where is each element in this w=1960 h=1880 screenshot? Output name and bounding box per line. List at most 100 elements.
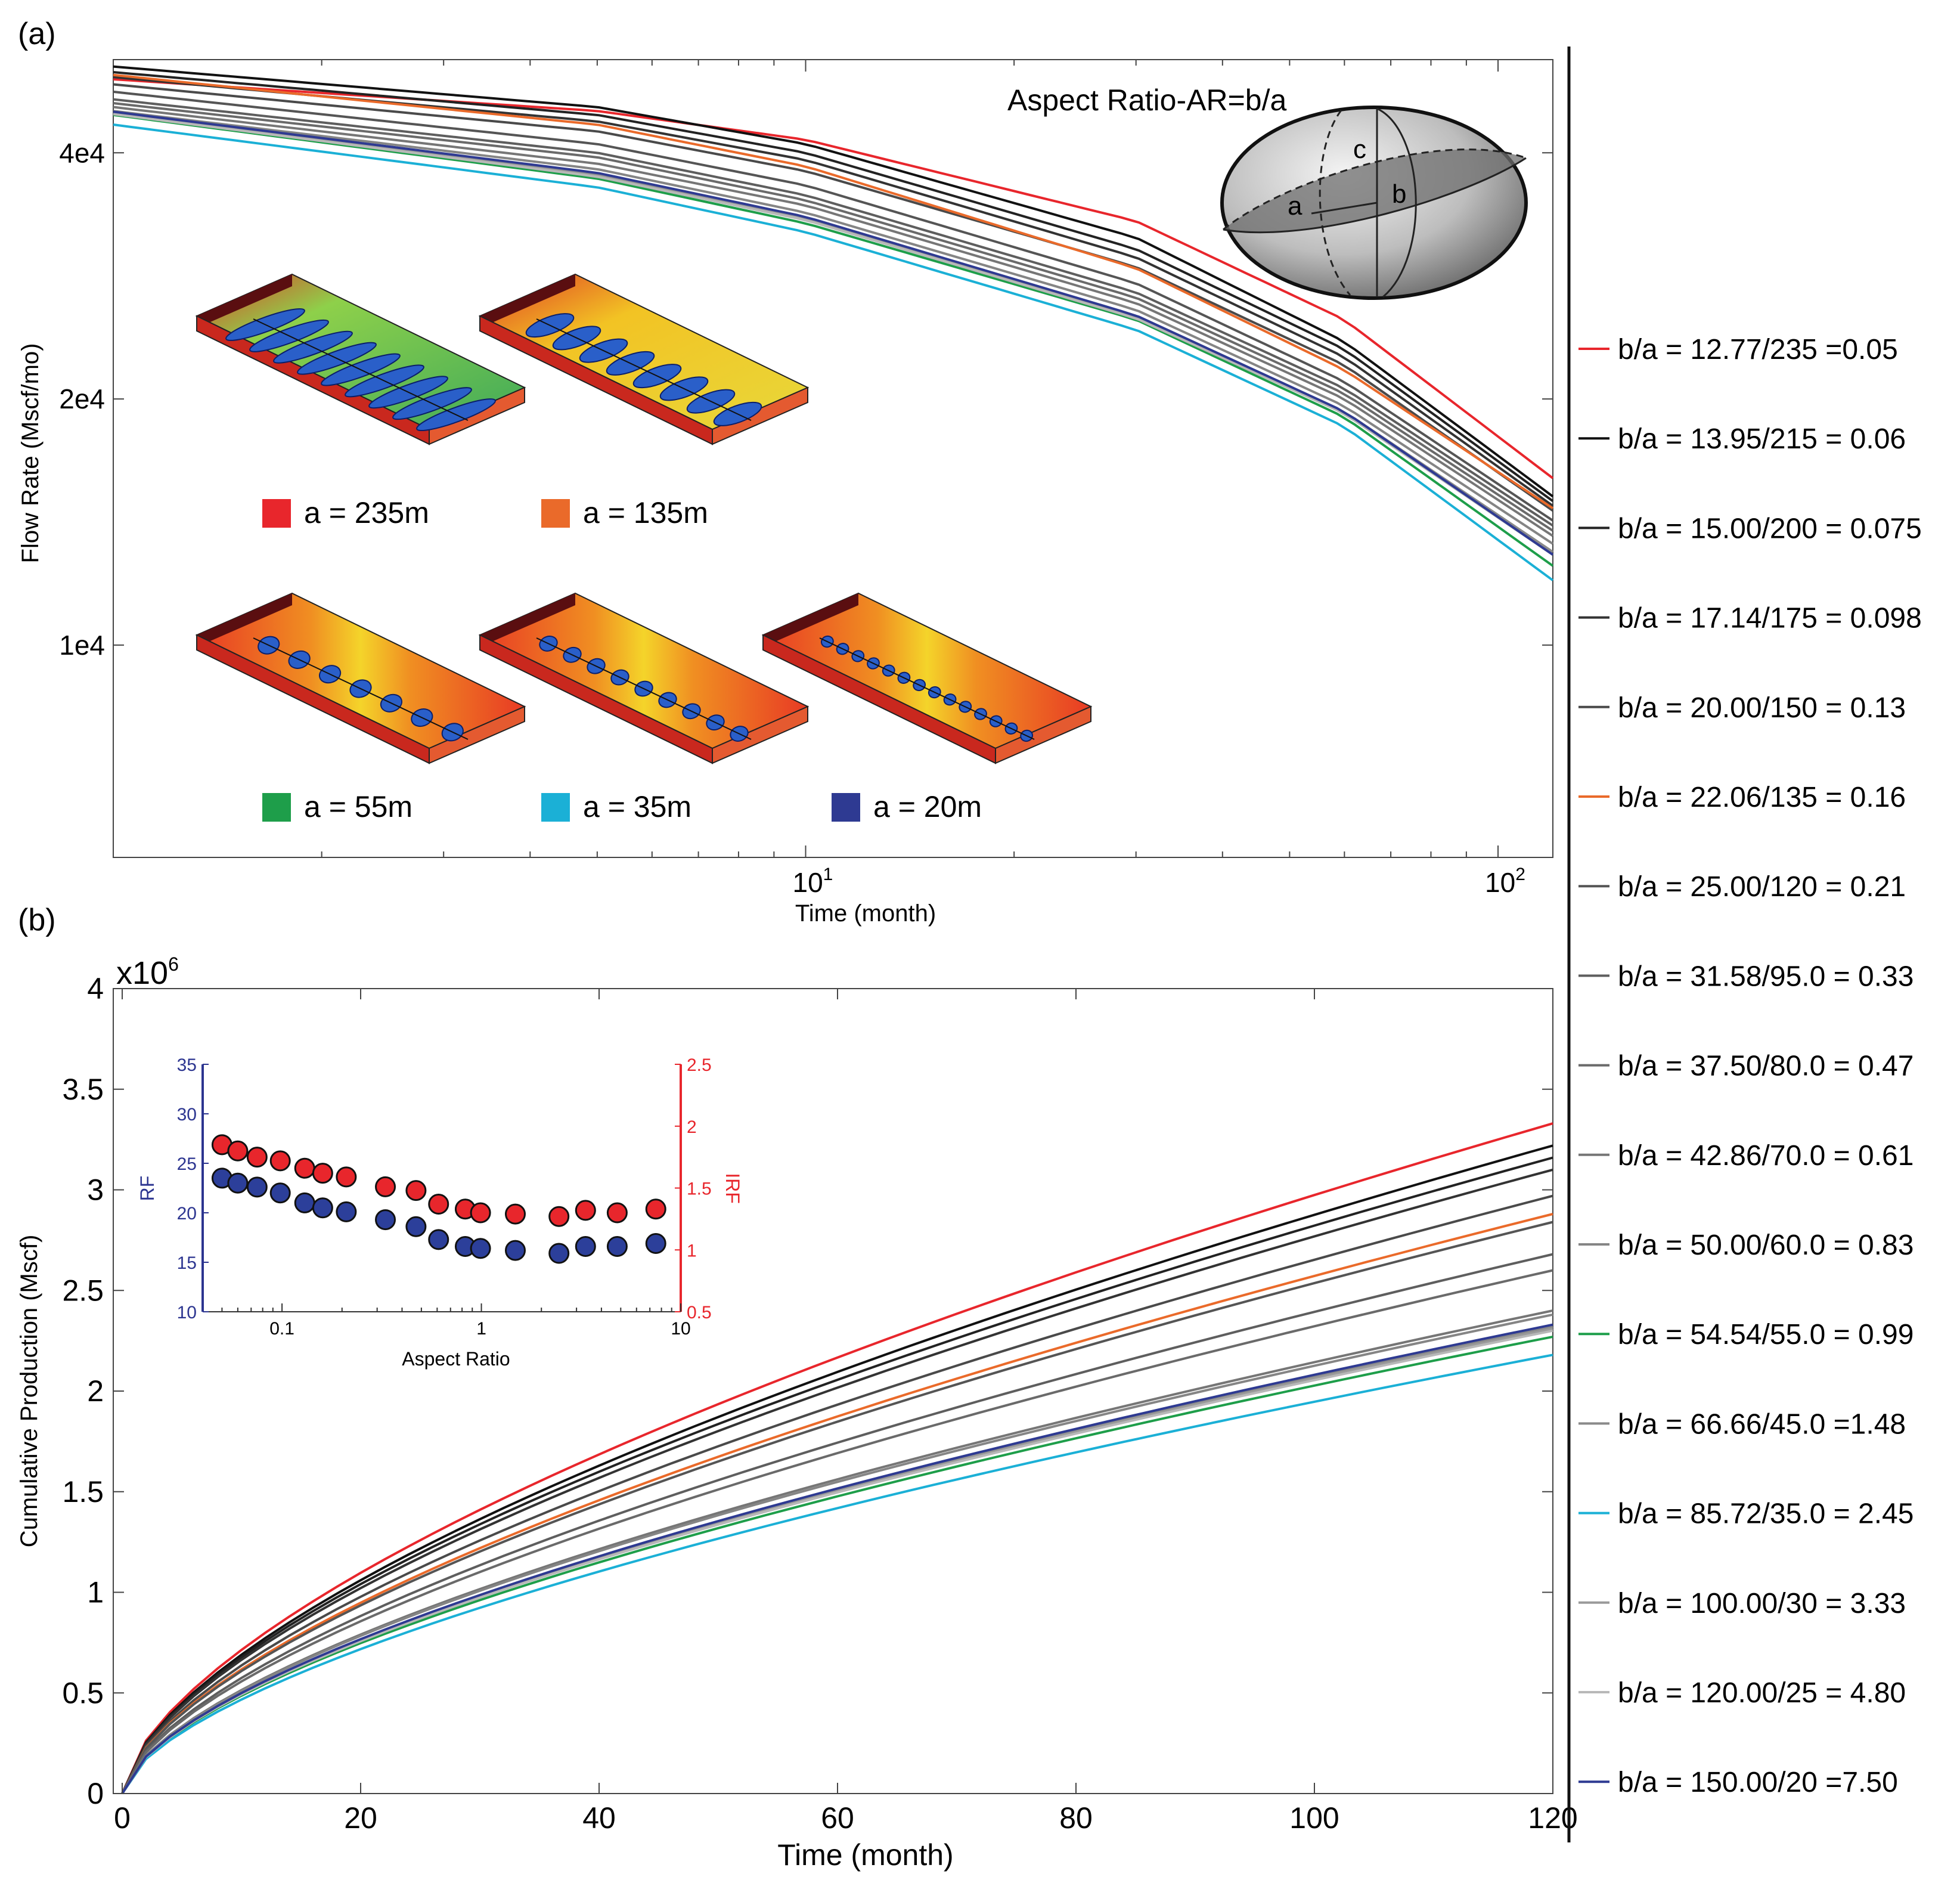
rf-irf-inset-chart: 10 15 20 25 30 35 0.5 1 1.5 2 2.5 0.1 1 10 Aspect Rat… bbox=[137, 1055, 743, 1370]
panel-b-series-2 bbox=[121, 1156, 1553, 1794]
inset-legend-swatch bbox=[541, 793, 570, 822]
inset-legend-label: a = 55m bbox=[304, 790, 413, 823]
panel-b-chart: 00.511.522.533.540 20 40 60 80 100 120 x106 Ti… bbox=[16, 953, 1578, 1872]
irf-point bbox=[645, 1198, 666, 1220]
panel-b-ytick-label: 4 bbox=[87, 972, 104, 1005]
irf-point bbox=[575, 1200, 596, 1221]
rf-point bbox=[269, 1182, 291, 1204]
panel-b-ticks: 00.511.522.533.540 20 40 60 80 100 120 bbox=[62, 972, 1577, 1835]
irf-point bbox=[470, 1202, 491, 1224]
panel-b-ytick-label: 3 bbox=[87, 1173, 104, 1207]
inset-legend-label: a = 235m bbox=[304, 496, 429, 529]
inset-wellbore bbox=[536, 637, 752, 740]
inset-back-face bbox=[763, 593, 858, 647]
inset-legend-swatch bbox=[262, 499, 291, 528]
inset-xtick-label: 1 bbox=[476, 1319, 486, 1339]
rf-point bbox=[294, 1192, 315, 1213]
panel-a-series-1 bbox=[113, 65, 1554, 498]
panel-a-label: (a) bbox=[18, 17, 56, 51]
irf-point bbox=[269, 1150, 291, 1172]
inset-ytick-right-label: 1.5 bbox=[687, 1179, 712, 1199]
inset-ytick-right-label: 2.5 bbox=[687, 1055, 712, 1075]
ellipsoid-a-label: a bbox=[1288, 191, 1302, 221]
irf-point bbox=[548, 1206, 570, 1227]
legend-label-8: b/a = 37.50/80.0 = 0.47 bbox=[1618, 1051, 1914, 1082]
inset-ytick-left-label: 30 bbox=[177, 1105, 197, 1125]
panel-b-xtick-label: 0 bbox=[114, 1801, 131, 1835]
panel-b-series-15 bbox=[121, 1329, 1553, 1795]
legend-label-15: b/a = 120.00/25 = 4.80 bbox=[1618, 1677, 1906, 1709]
rf-point bbox=[227, 1172, 249, 1194]
inset-wellbore bbox=[253, 318, 469, 421]
panel-a-series-11 bbox=[113, 113, 1554, 567]
panel-a-xtick-label: 102 bbox=[1485, 865, 1525, 898]
panel-b-ytick-label: 0 bbox=[87, 1777, 104, 1810]
inset-a135 bbox=[478, 273, 810, 445]
panel-a-xlabel: Time (month) bbox=[795, 900, 936, 927]
panel-a-xtick-label: 101 bbox=[793, 865, 833, 898]
inset-xtick-label: 10 bbox=[671, 1319, 690, 1339]
inset-back-face bbox=[197, 274, 292, 328]
panel-b-frame bbox=[113, 988, 1553, 1794]
panel-b-multiplier: x106 bbox=[116, 953, 179, 991]
panel-b-ytick-label: 1 bbox=[87, 1576, 104, 1609]
legend-label-14: b/a = 100.00/30 = 3.33 bbox=[1618, 1588, 1906, 1619]
panel-b-label: (b) bbox=[18, 903, 56, 937]
irf-point bbox=[246, 1147, 268, 1168]
legend-label-16: b/a = 150.00/20 =7.50 bbox=[1618, 1767, 1898, 1798]
panel-b-series-7 bbox=[121, 1253, 1553, 1794]
panel-a-ticks: 1e4 2e4 4e4 101 102 bbox=[59, 60, 1553, 898]
inset-back-face bbox=[197, 593, 292, 647]
panel-b-ytick-label: 0.5 bbox=[62, 1676, 104, 1709]
panel-a-frame bbox=[113, 59, 1553, 858]
panel-a-series-13 bbox=[113, 123, 1554, 581]
rf-point bbox=[645, 1232, 666, 1254]
inset-a20 bbox=[761, 592, 1093, 764]
panel-b-series-0 bbox=[121, 1122, 1553, 1794]
panel-b-series-1 bbox=[121, 1144, 1553, 1794]
inset-points bbox=[211, 1134, 666, 1264]
inset-legend-label: a = 35m bbox=[583, 790, 691, 823]
panel-b-series-13 bbox=[121, 1354, 1553, 1795]
inset-a35 bbox=[478, 592, 810, 764]
panel-a-series-15 bbox=[113, 113, 1554, 556]
aspect-ratio-annotation: Aspect Ratio-AR=b/a bbox=[1007, 83, 1286, 117]
rf-point bbox=[575, 1235, 596, 1257]
inset-legend-swatch bbox=[832, 793, 860, 822]
irf-point bbox=[405, 1180, 427, 1201]
panel-b-series-10 bbox=[121, 1313, 1553, 1795]
inset-back-face bbox=[480, 274, 575, 328]
panel-a-series-7 bbox=[113, 98, 1554, 527]
ellipsoid-diagram: a b c bbox=[1220, 106, 1528, 300]
panel-a-ylabel: Flow Rate (Mscf/mo) bbox=[17, 343, 44, 563]
panel-b-ytick-label: 2.5 bbox=[62, 1274, 104, 1307]
panel-a-series-9 bbox=[113, 106, 1554, 537]
panel-b-ylabel: Cumulative Production (Mscf) bbox=[16, 1235, 42, 1548]
inset-a235 bbox=[195, 273, 526, 445]
irf-point bbox=[294, 1157, 315, 1179]
inset-legend: a = 235m a = 135m a = 55m a = 35m a = 20m bbox=[262, 496, 982, 823]
inset-side-face bbox=[196, 634, 430, 764]
rf-point bbox=[606, 1235, 628, 1257]
inset-ytick-right-label: 2 bbox=[687, 1117, 697, 1137]
panel-b-xtick-label: 100 bbox=[1289, 1801, 1339, 1835]
legend-label-2: b/a = 15.00/200 = 0.075 bbox=[1618, 513, 1922, 544]
inset-wellbore bbox=[819, 637, 1035, 740]
irf-point bbox=[606, 1202, 628, 1224]
inset-side-face bbox=[762, 634, 996, 764]
inset-xtick-label: 0.1 bbox=[269, 1319, 294, 1339]
inset-wellbore bbox=[253, 637, 469, 740]
legend-label-4: b/a = 20.00/150 = 0.13 bbox=[1618, 692, 1906, 724]
legend-label-0: b/a = 12.77/235 =0.05 bbox=[1618, 334, 1898, 366]
ellipsoid-c-label: c bbox=[1353, 135, 1366, 164]
panel-a-series-2 bbox=[113, 71, 1554, 503]
panel-a-ytick-label: 1e4 bbox=[59, 630, 105, 661]
inset-side-face bbox=[479, 634, 713, 764]
inset-a55 bbox=[195, 592, 526, 764]
legend-label-3: b/a = 17.14/175 = 0.098 bbox=[1618, 603, 1922, 634]
panel-a-series-6 bbox=[113, 90, 1554, 522]
inset-legend-label: a = 20m bbox=[873, 790, 982, 823]
panel-b-ytick-label: 1.5 bbox=[62, 1475, 104, 1509]
irf-point bbox=[336, 1166, 357, 1188]
